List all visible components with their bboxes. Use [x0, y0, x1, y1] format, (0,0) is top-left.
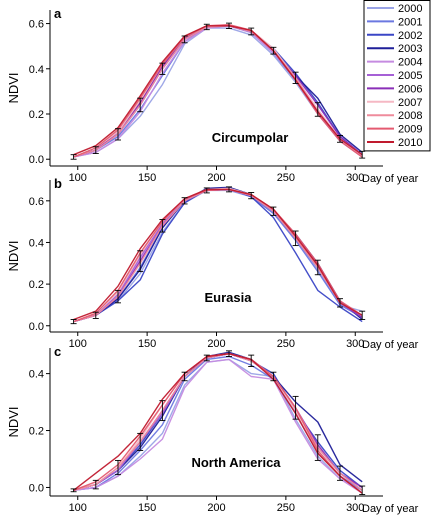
x-tick-label: 250 — [277, 338, 295, 350]
x-tick-label: 100 — [69, 338, 87, 350]
x-tick-label: 100 — [69, 502, 87, 514]
y-tick-label: 0.2 — [29, 279, 44, 291]
x-tick-label: 250 — [277, 502, 295, 514]
panel-letter: a — [54, 6, 62, 21]
y-tick-label: 0.6 — [29, 19, 44, 31]
region-label: Circumpolar — [212, 130, 289, 145]
series-line-2010 — [73, 25, 363, 156]
y-axis-label: NDVI — [6, 72, 21, 103]
y-tick-label: 0.4 — [29, 64, 44, 76]
y-tick-label: 0.2 — [29, 426, 44, 438]
legend-label-2008: 2008 — [398, 110, 422, 122]
series-line-2010 — [73, 188, 363, 321]
x-tick-label: 200 — [207, 338, 225, 350]
series-line-2010 — [73, 353, 363, 494]
y-tick-label: 0.0 — [29, 321, 44, 333]
y-axis-label: NDVI — [6, 240, 21, 271]
panel-letter: b — [54, 176, 62, 191]
x-tick-label: 200 — [207, 172, 225, 184]
y-axis-label: NDVI — [6, 406, 21, 437]
x-tick-label: 250 — [277, 172, 295, 184]
legend-label-2005: 2005 — [398, 70, 422, 82]
x-tick-label: 150 — [138, 502, 156, 514]
legend-label-2006: 2006 — [398, 83, 422, 95]
region-label: Eurasia — [205, 290, 253, 305]
x-axis-label: Day of year — [362, 339, 419, 351]
x-tick-label: 300 — [346, 502, 364, 514]
legend-label-2003: 2003 — [398, 43, 422, 55]
x-tick-label: 300 — [346, 172, 364, 184]
x-axis-label: Day of year — [362, 503, 419, 515]
series-line-2004 — [73, 358, 363, 494]
y-tick-label: 0.0 — [29, 154, 44, 166]
y-tick-label: 0.4 — [29, 369, 44, 381]
legend-label-2010: 2010 — [398, 137, 422, 149]
legend-label-2000: 2000 — [398, 3, 422, 15]
x-tick-label: 200 — [207, 502, 225, 514]
y-tick-label: 0.2 — [29, 109, 44, 121]
x-axis-label: Day of year — [362, 173, 419, 185]
x-tick-label: 150 — [138, 338, 156, 350]
y-tick-label: 0.4 — [29, 237, 44, 249]
x-tick-label: 100 — [69, 172, 87, 184]
panel-letter: c — [54, 344, 61, 359]
series-line-2008 — [73, 353, 363, 491]
region-label: North America — [191, 455, 281, 470]
legend-label-2009: 2009 — [398, 124, 422, 136]
x-tick-label: 150 — [138, 172, 156, 184]
legend-label-2007: 2007 — [398, 97, 422, 109]
y-tick-label: 0.0 — [29, 482, 44, 494]
legend-label-2001: 2001 — [398, 16, 422, 28]
x-tick-label: 300 — [346, 338, 364, 350]
legend-label-2002: 2002 — [398, 30, 422, 42]
y-tick-label: 0.6 — [29, 196, 44, 208]
legend-label-2004: 2004 — [398, 57, 422, 69]
